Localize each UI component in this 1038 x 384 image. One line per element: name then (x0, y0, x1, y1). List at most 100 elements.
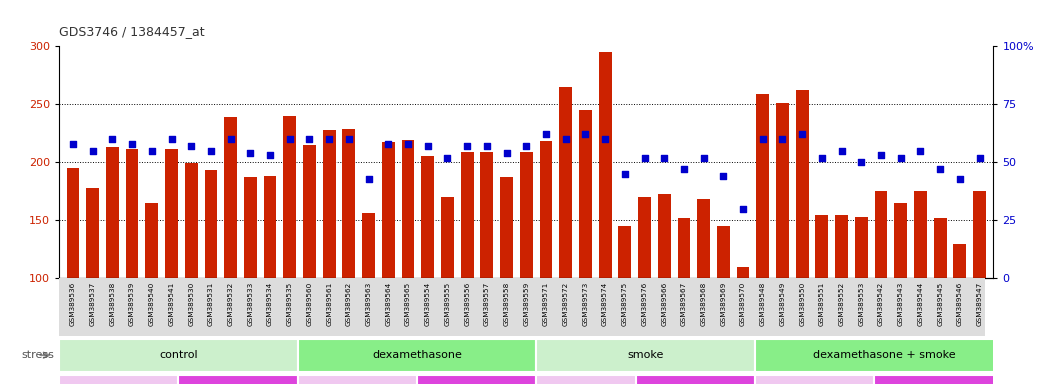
Text: GSM389531: GSM389531 (208, 281, 214, 326)
Bar (66, 168, 79, 278)
Point (143, 147, 160, 154)
Text: GSM389568: GSM389568 (701, 281, 707, 326)
Point (439, 154, 456, 161)
Text: GSM389535: GSM389535 (286, 281, 293, 326)
Bar (500, 177, 513, 278)
Text: GSM389540: GSM389540 (148, 281, 155, 326)
Text: GDS3746 / 1384457_at: GDS3746 / 1384457_at (59, 25, 204, 38)
Bar (224, 117, 237, 278)
Point (735, 206, 752, 212)
Bar (417, 375, 537, 384)
Point (873, 152, 890, 158)
Point (419, 143, 436, 149)
Bar (737, 267, 749, 278)
Point (183, 143, 199, 149)
Point (972, 154, 988, 161)
Text: GSM389561: GSM389561 (326, 281, 332, 326)
Point (262, 152, 278, 158)
Text: GSM389553: GSM389553 (858, 281, 865, 326)
Bar (914, 191, 927, 278)
Bar (776, 103, 789, 278)
Text: GSM389541: GSM389541 (168, 281, 174, 326)
Point (538, 131, 554, 137)
Text: GSM389563: GSM389563 (365, 281, 372, 326)
Point (557, 136, 574, 142)
Point (518, 143, 535, 149)
Bar (283, 116, 296, 278)
Text: GSM389554: GSM389554 (425, 281, 431, 326)
Text: GSM389559: GSM389559 (523, 281, 529, 326)
Text: GSM389548: GSM389548 (760, 281, 766, 326)
Point (932, 166, 949, 172)
Point (360, 175, 377, 182)
Bar (441, 197, 454, 278)
Point (774, 136, 791, 142)
Bar (874, 375, 1013, 384)
Bar (106, 147, 118, 278)
Bar (895, 203, 907, 278)
Point (617, 171, 633, 177)
Text: GSM389543: GSM389543 (898, 281, 904, 326)
Point (794, 131, 811, 137)
Bar (755, 375, 874, 384)
Text: GSM389550: GSM389550 (799, 281, 805, 326)
Text: GSM389556: GSM389556 (464, 281, 470, 326)
Text: GSM389547: GSM389547 (977, 281, 983, 326)
Text: GSM389533: GSM389533 (247, 281, 253, 326)
Bar (954, 243, 966, 278)
Bar (126, 149, 138, 278)
Text: dexamethasone + smoke: dexamethasone + smoke (813, 350, 955, 360)
Bar (599, 52, 611, 278)
Bar (343, 129, 355, 278)
Point (104, 136, 120, 142)
Bar (717, 226, 730, 278)
Bar (619, 226, 631, 278)
Bar (635, 375, 755, 384)
Bar (579, 110, 592, 278)
Point (577, 131, 594, 137)
Bar (303, 145, 316, 278)
Point (301, 136, 318, 142)
Text: dexamethasone: dexamethasone (372, 350, 462, 360)
Point (834, 147, 850, 154)
Point (124, 141, 140, 147)
Text: GSM389544: GSM389544 (918, 281, 924, 326)
Text: smoke: smoke (627, 350, 663, 360)
Text: GSM389571: GSM389571 (543, 281, 549, 326)
Text: GSM389567: GSM389567 (681, 281, 687, 326)
Bar (855, 217, 868, 278)
Point (84, 147, 101, 154)
Point (163, 136, 180, 142)
Text: GSM389530: GSM389530 (188, 281, 194, 326)
Bar (757, 94, 769, 278)
Text: stress: stress (21, 350, 54, 360)
Text: GSM389555: GSM389555 (444, 281, 450, 326)
Text: GSM389552: GSM389552 (839, 281, 845, 326)
Text: GSM389575: GSM389575 (622, 281, 628, 326)
Point (340, 136, 357, 142)
Bar (298, 375, 417, 384)
Bar (179, 375, 298, 384)
Point (755, 136, 771, 142)
Bar (185, 164, 197, 278)
Bar (678, 218, 690, 278)
Point (814, 154, 830, 161)
Bar (382, 142, 394, 278)
Bar (244, 177, 256, 278)
Point (656, 154, 673, 161)
Point (222, 136, 239, 142)
Point (636, 154, 653, 161)
Text: GSM389532: GSM389532 (227, 281, 234, 326)
Text: GSM389574: GSM389574 (602, 281, 608, 326)
Bar (974, 191, 986, 278)
Text: GSM389562: GSM389562 (346, 281, 352, 326)
Bar (934, 218, 947, 278)
Point (400, 141, 416, 147)
Point (597, 136, 613, 142)
Bar (836, 215, 848, 278)
Bar (698, 199, 710, 278)
Text: GSM389572: GSM389572 (563, 281, 569, 326)
Text: control: control (159, 350, 197, 360)
Bar (755, 339, 1013, 372)
Bar (165, 149, 177, 278)
